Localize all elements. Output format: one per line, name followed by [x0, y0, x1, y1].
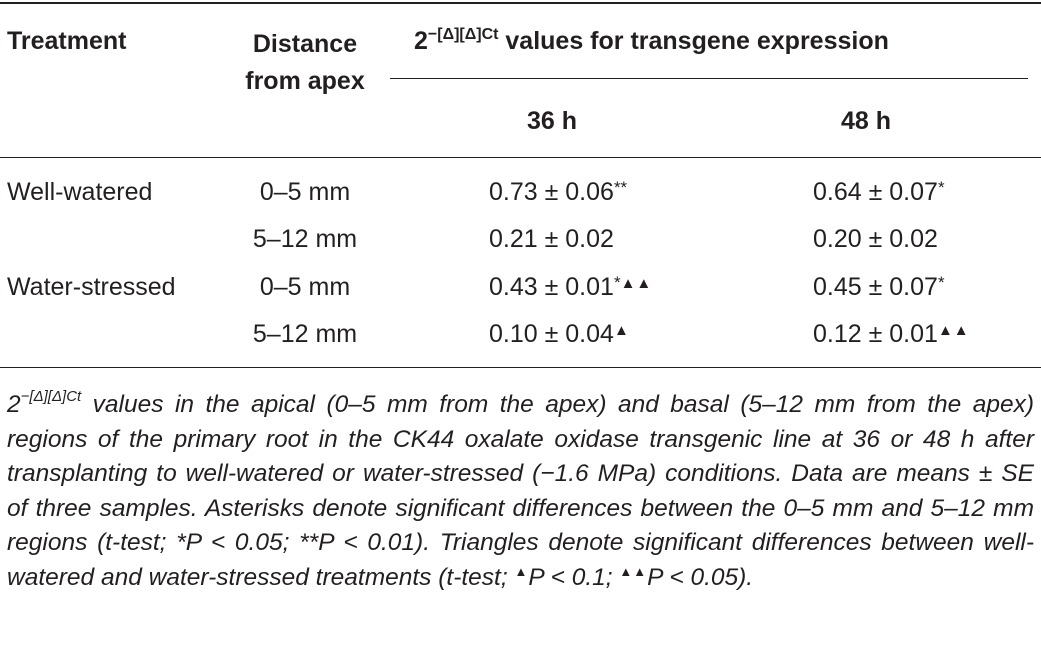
header-bottom-rule — [0, 157, 1041, 158]
header-distance-line2: from apex — [245, 67, 365, 95]
table-bottom-rule — [0, 367, 1041, 368]
value-48h-row2: 0.20 ± 0.02 — [813, 225, 938, 253]
table-caption: 2−[Δ][Δ]Ct values in the apical (0–5 mm … — [7, 388, 1034, 598]
header-values-base: 2 — [414, 27, 428, 55]
value-48h-row1: 0.64 ± 0.07 — [813, 178, 938, 206]
caption-base: 2 — [7, 391, 21, 418]
asterisk-48h-row1: * — [937, 178, 945, 197]
caption-exponent: −[Δ][Δ]Ct — [20, 387, 82, 405]
value-36h-row3: 0.43 ± 0.01 — [489, 273, 614, 301]
asterisk-48h-row3: * — [937, 273, 945, 292]
cell-48h-row2: 0.20 ± 0.02 — [813, 224, 938, 254]
header-values: 2−[Δ][Δ]Ct values for transgene expressi… — [414, 26, 889, 56]
cell-36h-row1: 0.73 ± 0.06** — [489, 177, 627, 207]
value-48h-row4: 0.12 ± 0.01 — [813, 320, 938, 348]
triangle-36h-row3: ▲▲ — [620, 275, 653, 292]
value-36h-row4: 0.10 ± 0.04 — [489, 320, 614, 348]
header-values-suffix: values for transgene expression — [498, 27, 889, 55]
header-distance: Distance from apex — [245, 26, 364, 100]
asterisk-36h-row3: * — [613, 273, 621, 292]
value-36h-row2: 0.21 ± 0.02 — [489, 225, 614, 253]
cell-distance-row3: 0–5 mm — [259, 273, 351, 301]
cell-48h-row1: 0.64 ± 0.07* — [813, 177, 945, 207]
caption-text-2: P < 0.1; — [528, 563, 620, 591]
triangle-48h-row4: ▲▲ — [937, 322, 970, 339]
cell-distance-row1: 0–5 mm — [259, 178, 351, 206]
triangle-36h-row4: ▲ — [613, 322, 630, 339]
header-group-rule — [390, 78, 1028, 79]
header-treatment: Treatment — [7, 27, 127, 55]
caption-triangle-1: ▲ — [514, 563, 529, 579]
cell-36h-row2: 0.21 ± 0.02 — [489, 224, 614, 254]
cell-distance-row2: 5–12 mm — [252, 225, 358, 253]
cell-distance-row4: 5–12 mm — [252, 320, 358, 348]
cell-36h-row4: 0.10 ± 0.04▲ — [489, 319, 630, 349]
caption-text-1: values in the apical (0–5 mm from the ap… — [7, 391, 1034, 591]
cell-treatment-row1: Well-watered — [7, 178, 153, 206]
cell-48h-row3: 0.45 ± 0.07* — [813, 272, 945, 302]
header-distance-line1: Distance — [252, 30, 358, 58]
caption-text-3: P < 0.05). — [647, 563, 754, 591]
header-36h: 36 h — [526, 107, 578, 135]
cell-36h-row3: 0.43 ± 0.01*▲▲ — [489, 272, 652, 302]
table-top-rule — [0, 2, 1041, 4]
cell-48h-row4: 0.12 ± 0.01▲▲ — [813, 319, 970, 349]
asterisk-36h-row1: ** — [613, 178, 628, 197]
cell-treatment-row3: Water-stressed — [7, 273, 176, 301]
caption-triangle-2: ▲▲ — [619, 563, 648, 579]
value-36h-row1: 0.73 ± 0.06 — [489, 178, 614, 206]
header-48h: 48 h — [840, 107, 892, 135]
value-48h-row3: 0.45 ± 0.07 — [813, 273, 938, 301]
header-values-exponent: −[Δ][Δ]Ct — [427, 26, 499, 43]
